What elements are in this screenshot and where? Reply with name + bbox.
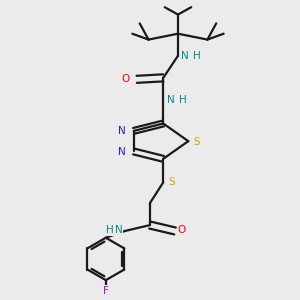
Text: N: N xyxy=(182,51,189,61)
Text: N: N xyxy=(167,95,175,105)
Text: H: H xyxy=(106,225,114,236)
Text: S: S xyxy=(194,137,200,147)
Text: N: N xyxy=(118,126,126,136)
Text: N: N xyxy=(118,147,126,157)
Text: H: H xyxy=(193,51,201,61)
Text: S: S xyxy=(169,177,175,188)
Text: O: O xyxy=(122,74,130,84)
Text: H: H xyxy=(178,95,186,105)
Text: O: O xyxy=(178,225,186,235)
Text: N: N xyxy=(115,225,123,236)
Text: F: F xyxy=(103,286,109,296)
